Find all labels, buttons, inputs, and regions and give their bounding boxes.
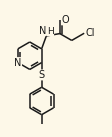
Text: O: O — [61, 15, 68, 25]
Text: S: S — [38, 70, 44, 80]
Text: N: N — [14, 58, 21, 68]
Text: Cl: Cl — [85, 28, 94, 38]
Text: N: N — [38, 26, 46, 36]
Text: H: H — [46, 27, 53, 36]
